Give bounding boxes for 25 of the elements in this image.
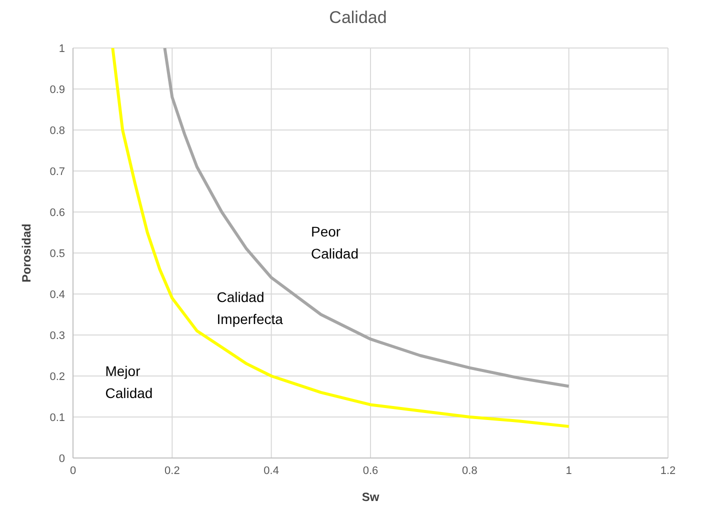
chart-title: Calidad [328,8,388,29]
y-tick-label: 0.3 [50,330,65,342]
x-tick-label: 1 [566,464,572,477]
y-tick-label: 0.9 [50,84,65,96]
y-tick-label: 0.2 [50,370,65,383]
x-tick-label: 0.2 [164,464,180,477]
y-tick-label: 0.1 [50,412,65,424]
annotation: Peor Calidad [311,224,358,262]
x-tick-label: 0.4 [264,464,279,477]
annotation: Calidad Imperfecta [216,289,284,328]
annotation: Mejor Calidad [105,363,153,401]
y-tick-label: 0.4 [50,288,65,301]
y-tick-label: 0.7 [50,166,65,178]
y-tick-label: 1 [58,42,65,55]
y-tick-label: 0.5 [50,248,65,260]
y-axis-title: Porosidad [19,224,34,282]
x-tick-label: 0 [70,464,76,477]
y-tick-label: 0.8 [50,124,65,137]
line-series [163,48,570,388]
x-tick-label: 1.2 [660,464,676,477]
y-tick-label: 0 [58,452,65,465]
y-tick-label: 0.6 [50,206,65,219]
x-tick-label: 0.8 [462,464,478,477]
x-tick-label: 0.6 [362,464,378,477]
x-axis-title: Sw [362,490,380,504]
